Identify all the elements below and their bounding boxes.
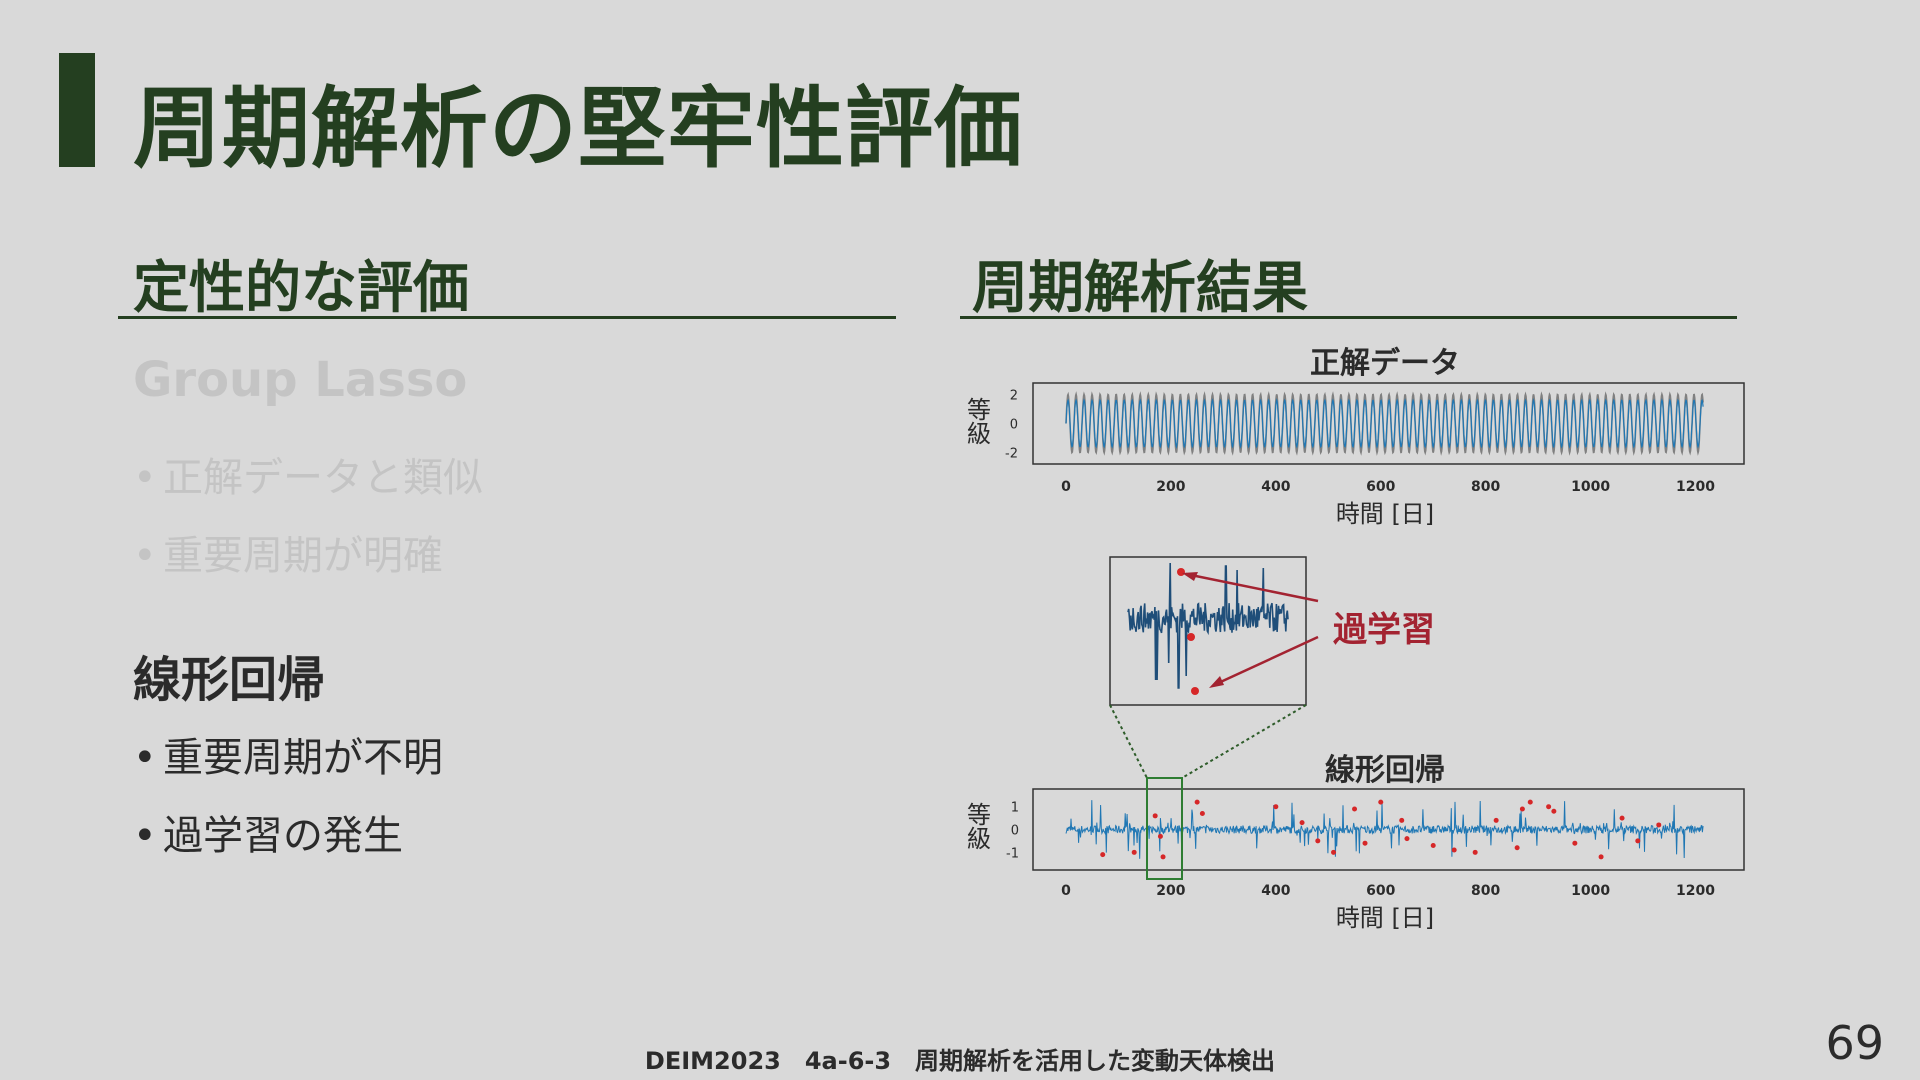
linear-regression-plot-frame (1032, 788, 1745, 871)
overfit-annotation: 過学習 (1182, 572, 1435, 688)
overfit-point (1199, 811, 1205, 817)
overfit-point (1152, 813, 1158, 819)
linear-regression-xtick-label: 1000 (1571, 883, 1610, 899)
ground-truth-ytick-label: -2 (1005, 447, 1018, 462)
footer: DEIM2023 4a-6-3 周期解析を活用した変動天体検出 (644, 1047, 1276, 1075)
page-title: 周期解析の堅牢性評価 (133, 77, 1024, 180)
overfit-point (1194, 799, 1200, 805)
linear-regression-xlabel: 時間 [日] (1336, 904, 1434, 932)
overfit-arrow-upper (1185, 572, 1319, 603)
left-section-heading: 定性的な評価 (133, 256, 469, 321)
left-section-underline (118, 316, 896, 319)
group-lasso-bullet-2: • 重要周期が明確 (133, 533, 443, 579)
linear-regression-ytick-label: -1 (1006, 846, 1019, 861)
ground-truth-series-line (1065, 398, 1704, 449)
zoom-connector-right (1181, 704, 1307, 779)
ground-truth-xtick-label: 600 (1366, 479, 1395, 495)
linear-regression-xtick-label: 0 (1061, 883, 1071, 899)
overfit-point (1451, 847, 1457, 853)
ground-truth-xtick-label: 1000 (1571, 479, 1610, 495)
linear-regression-heading: 線形回帰 (133, 652, 326, 708)
overfit-arrow-lower (1213, 635, 1319, 687)
group-lasso-heading: Group Lasso (133, 352, 468, 408)
linear-regression-xtick-label: 600 (1366, 883, 1395, 899)
right-section-heading: 周期解析結果 (972, 256, 1308, 321)
overfit-point (1572, 840, 1578, 846)
title-accent-bar (59, 53, 95, 167)
zoom-inset (1109, 556, 1307, 706)
linear-regression-ytick-label: 1 (1011, 801, 1019, 816)
ground-truth-chart: 正解データ 2 0 -2 0 200 400 600 800 1000 1200 等級 時間 [… (967, 346, 1745, 528)
overfit-point (1546, 804, 1552, 810)
inset-overfit-point (1187, 633, 1195, 641)
group-lasso-bullet-1: • 正解データと類似 (133, 455, 483, 501)
linear-regression-ylabel: 等級 (967, 801, 991, 853)
overfit-label: 過学習 (1333, 610, 1435, 650)
linear-regression-xtick-label: 1200 (1676, 883, 1715, 899)
overfit-point (1362, 840, 1368, 846)
linear-regression-xtick-label: 200 (1156, 883, 1185, 899)
ground-truth-xtick-label: 0 (1061, 479, 1071, 495)
inset-overfit-point (1191, 687, 1199, 695)
overfit-point (1157, 833, 1163, 839)
overfit-point (1331, 849, 1337, 855)
linear-regression-xtick-label: 800 (1471, 883, 1500, 899)
overfit-arrowhead-upper (1182, 572, 1198, 581)
right-section-underline (960, 316, 1737, 319)
linear-regression-ytick-label: 0 (1011, 824, 1019, 839)
linear-regression-bullet-2: • 過学習の発生 (133, 813, 403, 859)
overfit-point (1430, 842, 1436, 848)
ground-truth-ylabel: 等級 (967, 396, 991, 448)
linear-regression-xtick-label: 400 (1261, 883, 1290, 899)
overfit-point (1635, 838, 1641, 844)
ground-truth-ytick-label: 2 (1010, 388, 1018, 403)
ground-truth-ytick-label: 0 (1010, 418, 1018, 433)
overfit-point (1131, 849, 1137, 855)
overfit-point (1404, 836, 1410, 842)
overfit-point (1399, 817, 1405, 823)
ground-truth-xlabel: 時間 [日] (1336, 500, 1434, 528)
overfit-point (1598, 854, 1604, 860)
linear-regression-bullet-1: • 重要周期が不明 (133, 735, 443, 781)
overfit-point (1472, 849, 1478, 855)
overfit-point (1527, 799, 1533, 805)
overfit-point (1299, 820, 1305, 826)
inset-series-line (1127, 562, 1289, 689)
overfit-point (1378, 799, 1384, 805)
overfit-point (1315, 838, 1321, 844)
ground-truth-chart-title: 正解データ (1310, 346, 1460, 381)
overfit-point (1100, 852, 1106, 858)
ground-truth-xtick-label: 800 (1471, 479, 1500, 495)
overfit-point (1519, 806, 1525, 812)
ground-truth-xtick-label: 400 (1261, 479, 1290, 495)
overfit-arrowhead-lower (1209, 676, 1224, 688)
zoom-region-box (1146, 777, 1183, 880)
ground-truth-xtick-label: 200 (1156, 479, 1185, 495)
overfit-point (1160, 854, 1166, 860)
ground-truth-series-line (1065, 391, 1704, 456)
overfit-point (1514, 845, 1520, 851)
overfit-point (1493, 817, 1499, 823)
linear-regression-series-line (1065, 800, 1704, 859)
linear-regression-chart: 線形回帰 1 0 -1 0 200 400 600 800 1000 1200 等級 時間 [日… (967, 753, 1745, 932)
overfit-point (1656, 822, 1662, 828)
overfit-point (1273, 804, 1279, 810)
overfit-point (1352, 806, 1358, 812)
page-number: 69 (1825, 1016, 1884, 1070)
ground-truth-plot-frame (1032, 382, 1745, 465)
ground-truth-xtick-label: 1200 (1676, 479, 1715, 495)
overfit-point (1551, 808, 1557, 814)
zoom-connector-left (1109, 704, 1148, 779)
linear-regression-chart-title: 線形回帰 (1325, 753, 1445, 788)
inset-overfit-point (1177, 568, 1185, 576)
overfit-point (1619, 815, 1625, 821)
